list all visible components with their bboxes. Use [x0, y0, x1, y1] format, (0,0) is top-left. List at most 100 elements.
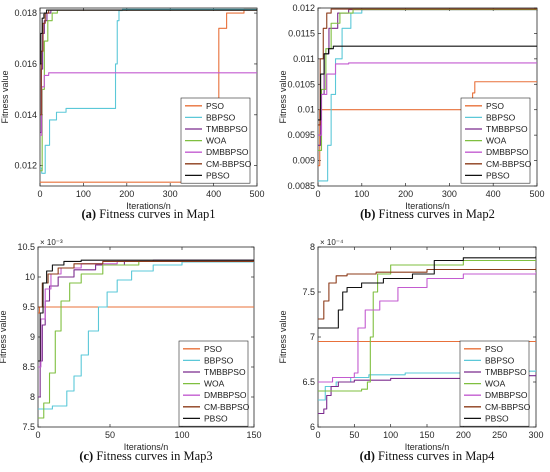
legend-label: DMBBPSO	[206, 147, 249, 157]
series-lines	[318, 8, 537, 182]
y-tick-label: 9.5	[22, 302, 35, 312]
series-line-woa	[38, 260, 254, 419]
x-axis-label: Iterations/n	[405, 442, 450, 452]
series-line-pbso	[318, 45, 537, 121]
y-tick-label: 8.5	[22, 362, 35, 372]
legend-label: PSO	[485, 344, 503, 354]
x-tick-label: 50	[349, 430, 359, 440]
y-tick-label: 7.5	[22, 422, 35, 432]
y-tick-label: 9	[30, 332, 35, 342]
y-tick-label: 10.5	[17, 242, 35, 252]
x-tick-label: 100	[174, 430, 189, 440]
legend-label: PBSO	[486, 170, 510, 180]
legend-label: WOA	[486, 136, 507, 146]
x-axis-label: Iterations/n	[124, 442, 169, 452]
legend-label: TMBBPSO	[485, 367, 527, 377]
y-tick-label: 6	[310, 422, 315, 432]
x-tick-label: 200	[398, 189, 413, 199]
legend-label: CM-BBPSO	[485, 402, 531, 412]
chart-panel-3: 0 50 100 150 7.5 8 8.5 9 9.5 10 10.5 × 10⁻³ Iteratio…	[0, 238, 262, 463]
y-tick-label: 0.009	[292, 156, 315, 166]
y-tick-label: 0.0095	[287, 130, 315, 140]
chart-panel-4: 0 50 100 150 200 250 300 6 6.5 7 7.5 8 × 10⁻⁴ Iterati…	[278, 238, 544, 463]
x-axis-label: Iterations/n	[405, 201, 450, 211]
caption: (d) Fitness curves in Map4	[360, 449, 495, 463]
y-tick-label: 6.5	[302, 377, 315, 387]
series-line-pbso	[38, 259, 254, 362]
x-tick-label: 300	[442, 189, 457, 199]
x-tick-label: 100	[354, 189, 369, 199]
legend-label: DMBBPSO	[204, 390, 247, 400]
x-tick-label: 250	[492, 430, 507, 440]
y-tick-label: 7.5	[302, 287, 315, 297]
y-tick-label: 0.0115	[288, 28, 315, 38]
legend-label: BBPSO	[204, 355, 234, 365]
x-tick-label: 0	[35, 430, 40, 440]
y-tick-label: 0.014	[14, 110, 37, 120]
chart-panel-2: 0 100 200 300 400 500 0.0085 0.009 0.0095 0.01 0.0…	[278, 3, 545, 221]
x-tick-label: 200	[456, 430, 471, 440]
y-axis-label: Fitness value	[0, 310, 8, 363]
legend-label: WOA	[204, 379, 225, 389]
y-tick-label: 10	[25, 272, 35, 282]
caption-text: Fitness curves in Map3	[96, 449, 212, 463]
legend-label: DMBBPSO	[486, 147, 529, 157]
caption: (a) Fitness curves in Map1	[81, 207, 215, 221]
legend-label: PSO	[206, 101, 224, 111]
x-tick-label: 0	[315, 430, 320, 440]
y-tick-label: 8	[30, 392, 35, 402]
y-axis-label: Fitness value	[278, 310, 288, 363]
caption-text: Fitness curves in Map1	[99, 207, 215, 221]
series-line-pso	[38, 306, 254, 314]
legend-label: PBSO	[206, 170, 230, 180]
series-line-pbso	[318, 256, 536, 329]
caption-label: (d)	[360, 449, 378, 463]
legend-label: TMBBPSO	[206, 124, 248, 134]
series-line-woa	[318, 259, 536, 392]
y-tick-label: 8	[310, 242, 315, 252]
y-tick-label: 0.01	[297, 105, 315, 115]
legend-label: BBPSO	[485, 355, 515, 365]
legend-label: WOA	[485, 379, 506, 389]
y-tick-label: 0.0105	[287, 79, 315, 89]
legend-label: CM-BBPSO	[206, 159, 252, 169]
x-axis-label: Iterations/n	[126, 201, 171, 211]
legend-label: TMBBPSO	[204, 367, 246, 377]
x-tick-label: 100	[383, 430, 398, 440]
series-line-dmbbpso	[318, 62, 537, 136]
legend-label: PBSO	[485, 413, 509, 423]
caption-label: (a)	[81, 207, 99, 221]
series-line-dmbbpso	[38, 260, 254, 368]
series-line-pbso	[40, 9, 257, 65]
series-line-cm-bbpso	[318, 267, 536, 320]
caption: (b) Fitness curves in Map2	[360, 207, 495, 221]
x-tick-label: 300	[163, 189, 178, 199]
legend-label: WOA	[206, 136, 227, 146]
series-line-tmbbpso	[38, 259, 254, 398]
legend-label: CM-BBPSO	[204, 402, 250, 412]
legend-label: BBPSO	[206, 112, 236, 122]
y-tick-label: 7	[310, 332, 315, 342]
series-line-bbpso	[318, 8, 537, 182]
series-line-dmbbpso	[40, 72, 257, 136]
legend-label: TMBBPSO	[486, 124, 528, 134]
series-line-cm-bbpso	[38, 260, 254, 308]
x-tick-label: 150	[246, 430, 261, 440]
y-tick-label: 0.0085	[287, 181, 315, 191]
series-lines	[38, 259, 254, 419]
y-axis-label: Fitness value	[278, 70, 288, 123]
y-tick-label: 0.016	[14, 59, 37, 69]
x-tick-label: 500	[249, 189, 264, 199]
y-tick-label: 0.018	[14, 8, 37, 18]
x-tick-label: 200	[119, 189, 134, 199]
caption-text: Fitness curves in Map4	[378, 449, 495, 463]
y-tick-label: 0.011	[293, 54, 315, 64]
legend-label: PSO	[486, 101, 504, 111]
x-tick-label: 150	[419, 430, 434, 440]
y-axis-label: Fitness value	[0, 70, 10, 123]
